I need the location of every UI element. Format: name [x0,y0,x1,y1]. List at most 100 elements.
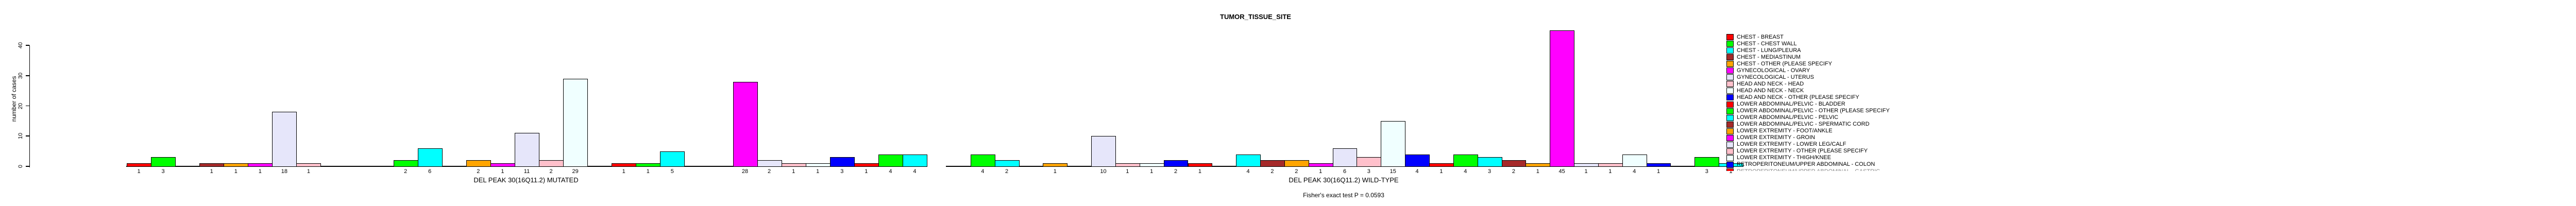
bar [151,157,176,167]
legend-item: LOWER EXTREMITY - GROIN [1726,134,1943,141]
bar-value-label: 1 [234,168,238,175]
bar-value-label: 3 [1705,168,1708,175]
legend-item-label: LOWER ABDOMINAL/PELVIC - BLADDER [1737,101,1845,107]
y-axis-tick [25,166,29,167]
bar-value-label: 1 [1608,168,1612,175]
bar-value-label: 1 [137,168,141,175]
bar-value-label: 2 [549,168,553,175]
fisher-test-caption: Fisher's exact test P = 0.0593 [1303,192,1384,199]
legend-item-label: LOWER ABDOMINAL/PELVIC - PELVIC [1737,114,1839,121]
bar [1622,154,1647,167]
legend-item-label: LOWER EXTREMITY - THIGH/KNEE [1737,154,1831,161]
bar-value-label: 1 [1126,168,1129,175]
legend-item: HEAD AND NECK - HEAD [1726,81,1943,88]
bar-value-label: 11 [523,168,530,175]
legend-swatch [1726,108,1734,114]
bar-value-label: 1 [1584,168,1588,175]
bar-value-label: 2 [1512,168,1516,175]
legend-swatch [1726,114,1734,121]
legend-item-label: LOWER EXTREMITY - GROIN [1737,134,1815,141]
bar-value-label: 2 [477,168,480,175]
bar-value-label: 1 [1536,168,1539,175]
legend-item-label: LOWER ABDOMINAL/PELVIC - OTHER (PLEASE S… [1737,108,1890,114]
legend-item: LOWER ABDOMINAL/PELVIC - SPERMATIC CORD [1726,121,1943,128]
bar-value-label: 2 [1174,168,1178,175]
legend-item: LOWER EXTREMITY - FOOT/ANKLE [1726,128,1943,134]
bar-value-label: 29 [572,168,579,175]
legend-swatch [1726,81,1734,88]
bar-value-label: 3 [1367,168,1370,175]
bar-value-label: 3 [1488,168,1492,175]
legend-item-label: RETROPERITONEUM/UPPER ABDOMINAL - COLON [1737,161,1875,168]
bar-value-label: 10 [1100,168,1107,175]
legend-item-label: LOWER EXTREMITY - LOWER LEG/CALF [1737,141,1846,148]
legend-swatch [1726,128,1734,134]
legend-item-label: CHEST - OTHER (PLEASE SPECIFY [1737,60,1833,67]
legend-item: HEAD AND NECK - OTHER (PLEASE SPECIFY [1726,94,1943,101]
legend-item-label: LOWER ABDOMINAL/PELVIC - SPERMATIC CORD [1737,121,1870,128]
bar-value-label: 1 [1053,168,1057,175]
bar [902,154,927,167]
legend-item-label: HEAD AND NECK - OTHER (PLEASE SPECIFY [1737,94,1859,100]
legend-item-label: HEAD AND NECK - HEAD [1737,80,1804,87]
bar-value-label: 1 [1319,168,1323,175]
bar-value-label: 4 [889,168,892,175]
legend-item: LOWER ABDOMINAL/PELVIC - BLADDER [1726,101,1943,108]
bar-value-label: 2 [1295,168,1298,175]
bar-value-label: 1 [210,168,213,175]
bar-value-label: 4 [981,168,985,175]
bar-value-label: 3 [161,168,165,175]
legend-item-clipped: RETROPERITONEUM/UPPER ABDOMINAL - GASTRI… [1726,168,1943,171]
legend-item-label: HEAD AND NECK - NECK [1737,87,1804,94]
bar-value-label: 18 [281,168,287,175]
y-axis-line [29,45,30,167]
bar-value-label: 1 [1729,168,1733,175]
legend-swatch [1726,34,1734,40]
bar-value-label: 4 [1633,168,1636,175]
bar-value-label: 1 [1439,168,1443,175]
legend-swatch [1726,54,1734,61]
legend-item-label: GYNECOLOGICAL - UTERUS [1737,74,1814,80]
legend-swatch [1726,47,1734,54]
legend-swatch [1726,61,1734,67]
bar-value-label: 4 [913,168,917,175]
bar-value-label: 28 [741,168,749,175]
legend-item: LOWER EXTREMITY - THIGH/KNEE [1726,154,1943,161]
bar-value-label: 2 [1270,168,1274,175]
legend-item: CHEST - LUNG/PLEURA [1726,47,1943,54]
legend-swatch [1726,67,1734,74]
bar-value-label: 2 [768,168,771,175]
bar [1694,157,1720,167]
legend-item-label: GYNECOLOGICAL - OVARY [1737,67,1810,74]
bar [296,163,321,167]
bar [1043,163,1068,167]
bar [1381,121,1406,167]
bar [829,157,855,167]
bar-value-label: 5 [670,168,674,175]
legend-item-label: LOWER EXTREMITY - FOOT/ANKLE [1737,128,1833,134]
legend-swatch [1726,161,1734,168]
legend-swatch [1726,134,1734,141]
bar-value-label: 1 [622,168,625,175]
chart-title: TUMOR_TISSUE_SITE [1220,13,1291,21]
bar-value-label: 4 [1464,168,1467,175]
bar-value-label: 1 [1198,168,1201,175]
bar-value-label: 15 [1389,168,1396,175]
bar-value-label: 4 [1415,168,1419,175]
bar-value-label: 1 [792,168,795,175]
bar [733,81,758,167]
bar [994,160,1020,167]
legend-item: LOWER ABDOMINAL/PELVIC - PELVIC [1726,114,1943,121]
bar-value-label: 1 [816,168,820,175]
bar [1453,154,1478,167]
bar-value-label: 1 [307,168,310,175]
y-axis-tick [25,45,29,46]
legend-item: LOWER EXTREMITY - OTHER (PLEASE SPECIFY [1726,148,1943,154]
bar-value-label: 6 [1343,168,1347,175]
legend-swatch [1726,121,1734,128]
legend-item-label: CHEST - CHEST WALL [1737,40,1797,47]
y-axis-tick [25,135,29,137]
legend-swatch [1726,94,1734,101]
